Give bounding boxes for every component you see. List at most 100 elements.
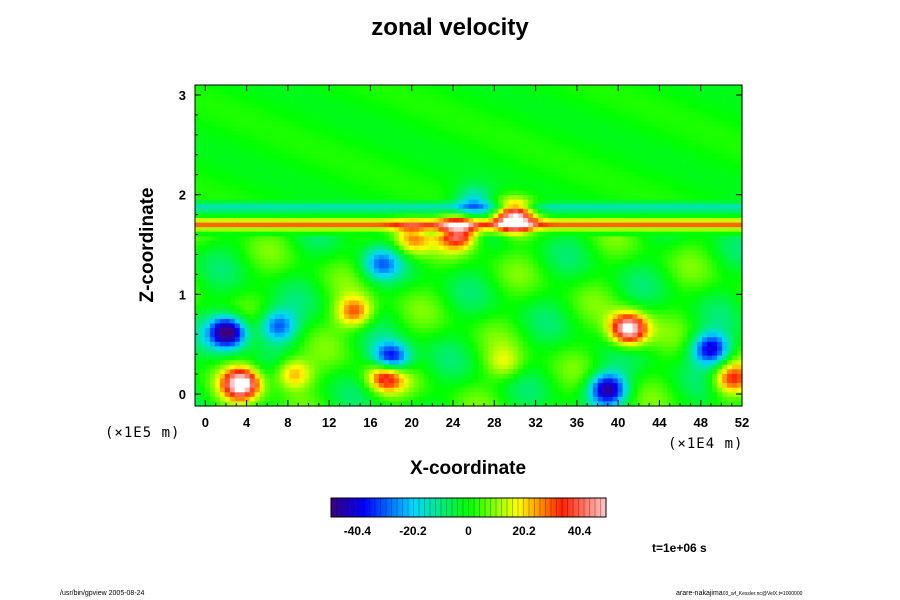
heatmap-cell — [314, 222, 320, 228]
heatmap-cell — [428, 273, 435, 279]
heatmap-cell — [413, 355, 420, 361]
heatmap-cell — [234, 273, 241, 279]
heatmap-cell — [528, 387, 534, 393]
heatmap-cell — [344, 117, 350, 123]
heatmap-cell — [319, 153, 325, 159]
heatmap-cell — [209, 158, 216, 164]
heatmap-cell — [403, 158, 410, 164]
heatmap-cell — [463, 236, 470, 242]
heatmap-cell — [408, 318, 415, 325]
heatmap-cell — [214, 259, 221, 265]
heatmap-cell — [314, 387, 320, 393]
heatmap-cell — [339, 121, 345, 127]
heatmap-cell — [334, 392, 340, 398]
heatmap-cell — [294, 254, 301, 260]
heatmap-cell — [388, 185, 395, 192]
heatmap-cell — [364, 277, 370, 283]
heatmap-cell — [369, 89, 375, 95]
heatmap-cell — [473, 103, 480, 109]
heatmap-cell — [478, 401, 485, 407]
heatmap-cell — [423, 240, 430, 247]
heatmap-cell — [219, 204, 226, 210]
heatmap-cell — [249, 401, 256, 407]
heatmap-cell — [214, 273, 221, 279]
heatmap-cell — [199, 158, 206, 164]
heatmap-cell — [523, 85, 529, 91]
heatmap-cell — [518, 314, 524, 320]
heatmap-cell — [458, 364, 465, 370]
heatmap-cell — [344, 222, 350, 228]
heatmap-cell — [359, 309, 365, 315]
heatmap-cell — [383, 227, 390, 233]
heatmap-cell — [538, 328, 544, 334]
heatmap-cell — [239, 346, 246, 352]
heatmap-cell — [299, 98, 305, 104]
heatmap-cell — [533, 103, 539, 109]
heatmap-cell — [294, 208, 301, 214]
heatmap-cell — [518, 245, 524, 251]
heatmap-cell — [259, 185, 266, 192]
heatmap-cell — [418, 273, 425, 279]
heatmap-cell — [339, 208, 345, 214]
heatmap-cell — [533, 314, 539, 320]
heatmap-cell — [388, 126, 395, 132]
heatmap-cell — [229, 149, 236, 155]
heatmap-cell — [408, 98, 415, 104]
heatmap-cell — [488, 378, 494, 384]
heatmap-cell — [528, 309, 534, 315]
heatmap-cell — [423, 144, 430, 150]
heatmap-cell — [254, 199, 261, 205]
heatmap-cell — [239, 263, 246, 270]
heatmap-cell — [393, 318, 400, 325]
heatmap-cell — [463, 190, 470, 196]
heatmap-cell — [214, 181, 221, 187]
heatmap-cell — [498, 282, 504, 288]
heatmap-cell — [314, 181, 320, 187]
heatmap-cell — [413, 369, 420, 375]
heatmap-cell — [219, 240, 226, 247]
heatmap-cell — [309, 195, 315, 201]
heatmap-cell — [498, 217, 504, 224]
heatmap-cell — [259, 378, 266, 384]
heatmap-cell — [339, 291, 345, 297]
heatmap-cell — [488, 195, 494, 201]
heatmap-cell — [438, 195, 445, 201]
heatmap-cell — [324, 387, 330, 393]
heatmap-cell — [503, 401, 509, 407]
heatmap-cell — [279, 162, 286, 169]
heatmap-cell — [533, 277, 539, 283]
heatmap-cell — [269, 153, 276, 159]
heatmap-cell — [319, 236, 325, 242]
heatmap-cell — [493, 383, 499, 389]
heatmap-cell — [383, 291, 390, 297]
heatmap-cell — [339, 204, 345, 210]
heatmap-cell — [259, 217, 266, 224]
heatmap-cell — [204, 195, 211, 201]
heatmap-cell — [458, 282, 465, 288]
heatmap-cell — [249, 305, 256, 311]
heatmap-cell — [334, 231, 340, 237]
heatmap-cell — [244, 103, 251, 109]
heatmap-cell — [369, 236, 375, 242]
heatmap-cell — [234, 286, 241, 292]
heatmap-cell — [463, 240, 470, 247]
heatmap-cell — [324, 107, 330, 114]
heatmap-cell — [294, 190, 301, 196]
heatmap-cell — [219, 341, 226, 347]
heatmap-cell — [359, 176, 365, 182]
heatmap-cell — [463, 89, 470, 95]
heatmap-cell — [508, 337, 514, 343]
heatmap-cell — [438, 300, 445, 306]
heatmap-cell — [204, 254, 211, 260]
heatmap-cell — [388, 181, 395, 187]
heatmap-cell — [349, 364, 355, 370]
heatmap-cell — [433, 112, 440, 118]
heatmap-cell — [324, 117, 330, 123]
heatmap-cell — [229, 227, 236, 233]
heatmap-cell — [259, 369, 266, 375]
heatmap-cell — [369, 282, 375, 288]
heatmap-cell — [378, 107, 385, 114]
heatmap-cell — [299, 162, 305, 169]
heatmap-cell — [383, 240, 390, 247]
heatmap-cell — [299, 314, 305, 320]
